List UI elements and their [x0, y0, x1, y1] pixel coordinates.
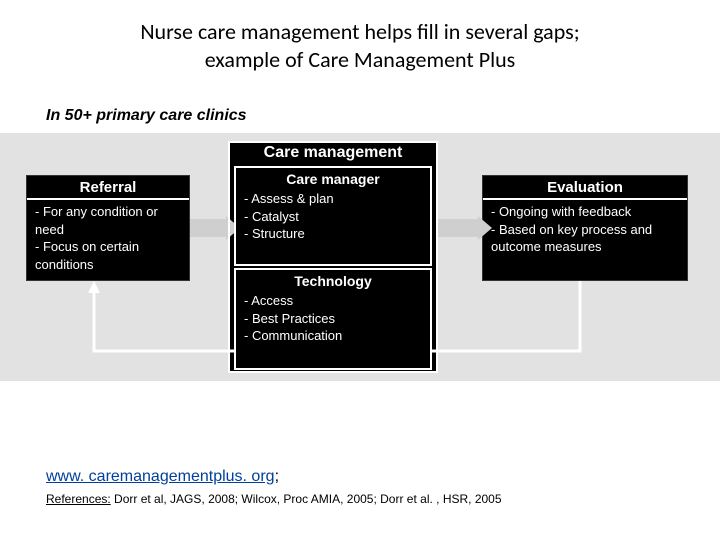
website-suffix: ;: [275, 468, 279, 485]
page-title: Nurse care management helps fill in seve…: [0, 0, 720, 79]
subhead: In 50+ primary care clinics: [0, 79, 720, 133]
tech-item: - Access: [244, 292, 424, 310]
title-line2: example of Care Management Plus: [205, 46, 516, 73]
technology-header: Technology: [236, 270, 430, 289]
care-manager-list: - Assess & plan - Catalyst - Structure: [236, 187, 430, 249]
references-text: Dorr et al, JAGS, 2008; Wilcox, Proc AMI…: [111, 492, 502, 506]
website-url: www. caremanagementplus. org: [46, 468, 275, 485]
tech-item: - Communication: [244, 327, 424, 345]
manager-item: - Structure: [244, 225, 424, 243]
care-manager-box: Care manager - Assess & plan - Catalyst …: [235, 167, 431, 265]
care-manager-header: Care manager: [236, 168, 430, 187]
technology-box: Technology - Access - Best Practices - C…: [235, 269, 431, 369]
website-link[interactable]: www. caremanagementplus. org;: [46, 468, 279, 486]
center-title: Care management: [228, 141, 438, 165]
references: References: Dorr et al, JAGS, 2008; Wilc…: [46, 492, 502, 506]
diagram-area: Referral - For any condition or need - F…: [0, 133, 720, 381]
tech-item: - Best Practices: [244, 310, 424, 328]
manager-item: - Assess & plan: [244, 190, 424, 208]
references-label: References:: [46, 492, 111, 506]
title-line1: Nurse care management helps fill in seve…: [140, 18, 579, 45]
manager-item: - Catalyst: [244, 208, 424, 226]
technology-list: - Access - Best Practices - Communicatio…: [236, 289, 430, 351]
